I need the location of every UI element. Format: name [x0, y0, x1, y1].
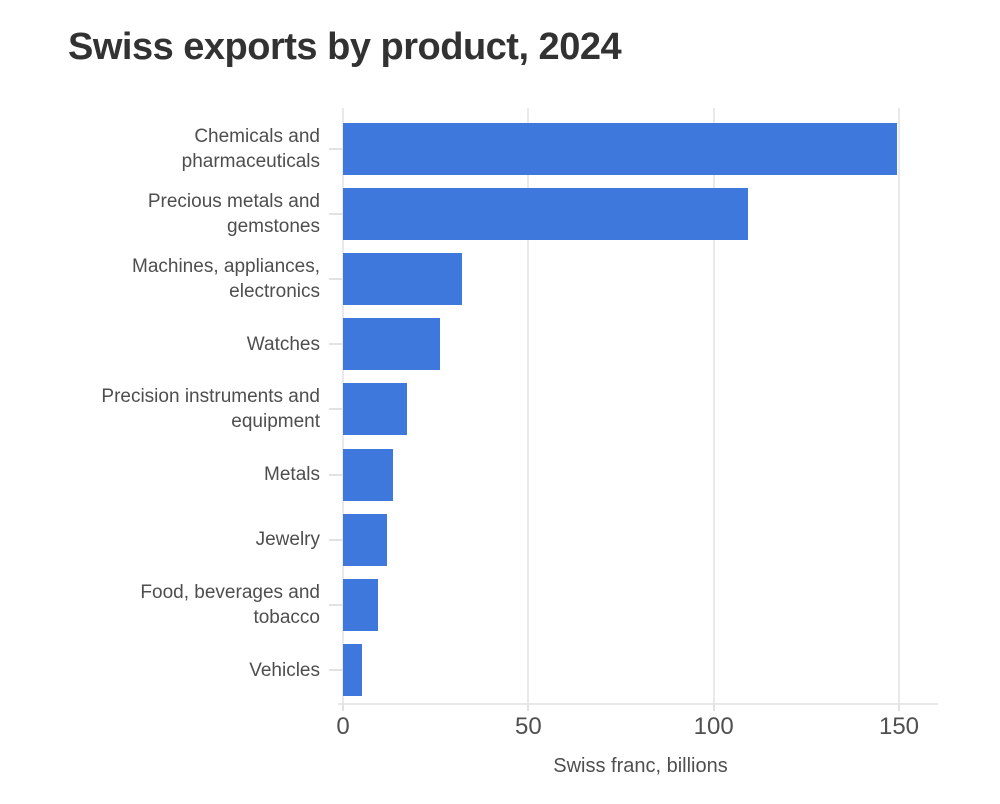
bar-row: Food, beverages and tobacco [0, 573, 938, 638]
category-tick-mark [329, 408, 342, 411]
category-label: Food, beverages and tobacco [140, 582, 320, 629]
bar-row: Precision instruments and equipment [0, 377, 938, 442]
chart-title: Swiss exports by product, 2024 [68, 26, 622, 68]
category-tick-mark [329, 669, 342, 672]
bar [343, 513, 388, 566]
bar-row: Vehicles [0, 638, 938, 703]
x-tick-mark [342, 703, 344, 711]
category-label: Metals [264, 464, 320, 486]
bar [343, 253, 463, 306]
gridline-50 [527, 108, 530, 703]
category-label: Precision instruments and equipment [101, 386, 320, 433]
bar [343, 318, 440, 371]
bar [343, 579, 379, 632]
category-tick-mark [329, 343, 342, 346]
category-label: Chemicals and pharmaceuticals [181, 125, 320, 172]
category-label: Precious metals and gemstones [147, 190, 320, 237]
x-axis-line [338, 703, 938, 705]
bar-row: Chemicals and pharmaceuticals [0, 116, 938, 181]
category-tick-mark [329, 473, 342, 476]
bar-row: Jewelry [0, 507, 938, 572]
category-label: Machines, appliances, electronics [132, 255, 320, 303]
category-label: Vehicles [249, 659, 320, 681]
category-label: Jewelry [255, 529, 320, 551]
x-tick-mark [712, 703, 715, 711]
bar [343, 383, 408, 436]
bar-row: Machines, appliances, electronics [0, 246, 938, 311]
category-tick-mark [329, 278, 342, 281]
gridline-150 [898, 108, 900, 703]
bar [343, 122, 897, 175]
bar [343, 448, 393, 501]
x-tick-label: 150 [878, 713, 920, 740]
bar-row: Precious metals and gemstones [0, 181, 938, 246]
category-tick-mark [329, 147, 342, 150]
x-tick-label: 0 [336, 713, 350, 740]
bar [343, 187, 748, 240]
bar-row: Watches [0, 312, 938, 377]
x-axis-title: Swiss franc, billions [553, 755, 728, 777]
category-tick-mark [329, 212, 342, 215]
x-tick-label: 50 [514, 713, 542, 740]
x-tick-label: 100 [693, 713, 734, 740]
bar [343, 644, 363, 697]
category-tick-mark [329, 604, 342, 607]
category-tick-mark [329, 538, 342, 541]
x-tick-mark [527, 703, 530, 711]
category-label: Watches [246, 333, 320, 355]
x-tick-mark [898, 703, 900, 711]
bar-row: Metals [0, 442, 938, 507]
gridline-100 [712, 108, 715, 703]
